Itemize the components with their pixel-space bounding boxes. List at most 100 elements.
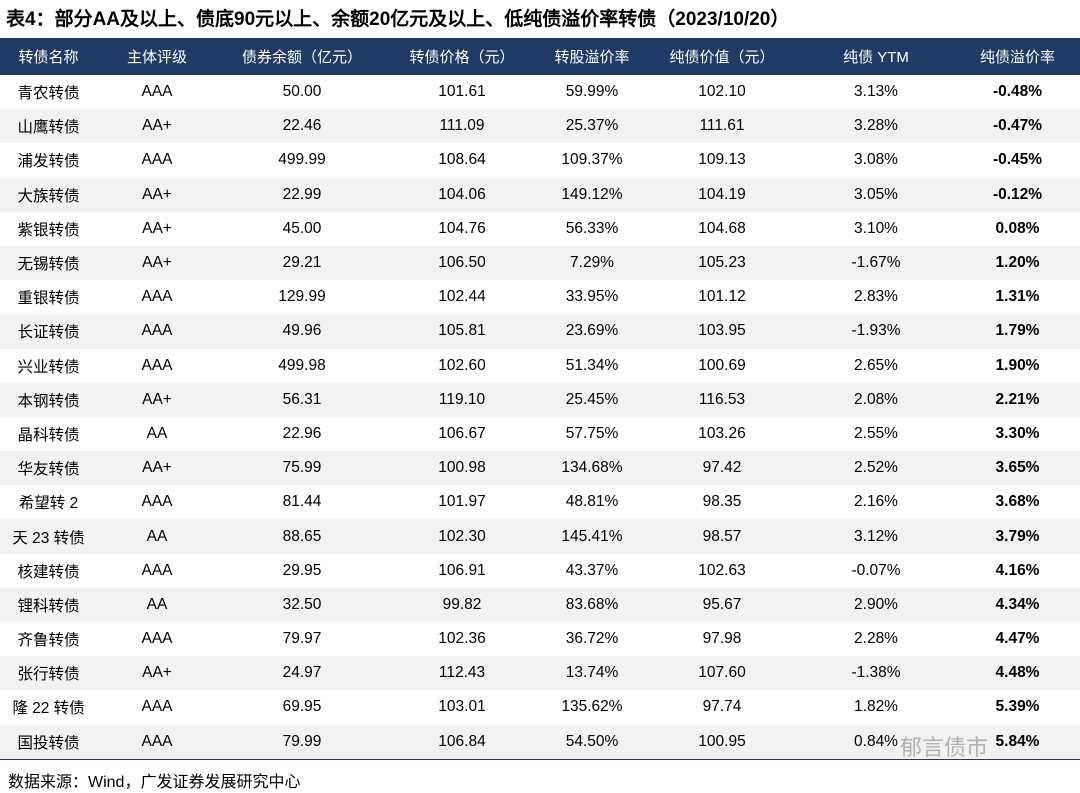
table-cell: 32.50	[217, 587, 387, 622]
table-cell: 3.12%	[797, 519, 955, 554]
table-cell: 22.46	[217, 109, 387, 144]
table-cell: 1.82%	[854, 698, 898, 716]
table-cell: 109.13	[698, 151, 746, 169]
table-cell: 102.60	[438, 356, 486, 374]
table-cell: 2.52%	[797, 451, 955, 486]
table-row: 青农转债 AAA 50.00 101.61 59.99% 102.10 3.13% -0.48…	[0, 75, 1080, 109]
table-row: 长证转债 AAA 49.96 105.81 23.69% 103.95 -1.93% 1.79…	[0, 314, 1080, 349]
table-cell: 4.48%	[955, 656, 1080, 691]
table-cell: 2.16%	[854, 493, 898, 511]
table-cell: 135.62%	[561, 698, 623, 716]
table-cell: 57.75%	[565, 424, 619, 442]
table-cell: AA	[97, 587, 217, 622]
table-cell: 134.68%	[537, 451, 647, 486]
table-cell: 106.91	[438, 561, 486, 579]
table-cell: AAA	[141, 561, 173, 579]
table-cell: AA+	[97, 177, 217, 212]
table-cell: 5.84%	[955, 724, 1080, 760]
table-cell: 3.65%	[955, 451, 1080, 486]
table-cell: 145.41%	[537, 519, 647, 554]
table-cell: 3.05%	[797, 177, 955, 212]
table-row: 晶科转债 AA 22.96 106.67 57.75% 103.26 2.55% 3.30%	[0, 417, 1080, 451]
table-cell: 106.50	[387, 245, 537, 281]
table-cell: 0.08%	[995, 219, 1040, 237]
table-cell: 长证转债	[0, 314, 97, 349]
table-cell: AAA	[141, 83, 173, 101]
table-cell: 24.97	[217, 656, 387, 691]
table-cell: AA	[97, 519, 217, 554]
table-cell: 青农转债	[17, 85, 80, 103]
table-cell: 核建转债	[17, 563, 80, 581]
table-cell: AAA	[141, 630, 173, 648]
table-cell: 79.99	[217, 724, 387, 760]
table-row: 核建转债 AAA 29.95 106.91 43.37% 102.63 -0.07% 4.16…	[0, 554, 1080, 588]
table-row: 紫银转债 AA+ 45.00 104.76 56.33% 104.68 3.10% 0.08%	[0, 212, 1080, 246]
table-cell: 1.31%	[995, 288, 1040, 306]
table-cell: 22.99	[217, 177, 387, 212]
table-cell: 2.08%	[797, 382, 955, 417]
table-cell: 111.61	[647, 109, 797, 144]
table-cell: AA+	[142, 219, 172, 237]
table-cell: 3.10%	[854, 219, 898, 237]
table-cell: 29.95	[282, 561, 322, 579]
table-cell: 102.10	[698, 83, 746, 101]
table-cell: AAA	[97, 724, 217, 760]
table-cell: 88.65	[217, 519, 387, 554]
table-title: 表4：部分AA及以上、债底90元以上、余额20亿元及以上、低纯债溢价率转债（20…	[6, 9, 790, 30]
table-cell: 103.95	[647, 314, 797, 349]
table-cell: 499.99	[278, 151, 326, 169]
table-cell: 111.09	[387, 109, 537, 144]
table-cell: 105.81	[387, 314, 537, 349]
table-cell: 112.43	[387, 656, 537, 691]
table-cell: 48.81%	[565, 493, 619, 511]
table-cell: 3.30%	[995, 424, 1040, 442]
table-body: 青农转债 AAA 50.00 101.61 59.99% 102.10 3.13% -0.48…	[0, 75, 1080, 760]
table-cell: 116.53	[647, 382, 797, 417]
table-cell: 3.28%	[797, 109, 955, 144]
table-cell: AA+	[97, 656, 217, 691]
table-cell: 华友转债	[0, 451, 97, 486]
column-header: 纯债 YTM	[797, 38, 955, 75]
table-cell: AA+	[97, 382, 217, 417]
watermark: 郁言债市	[900, 735, 989, 760]
table-cell: 101.97	[438, 493, 486, 511]
table-cell: AAA	[141, 151, 173, 169]
table-cell: 4.47%	[995, 630, 1040, 648]
table-row: 张行转债 AA+ 24.97 112.43 13.74% 107.60 -1.38% 4.48…	[0, 656, 1080, 691]
table-cell: 国投转债	[0, 724, 97, 760]
table-cell: 隆 22 转债	[12, 700, 85, 718]
table-cell: 张行转债	[0, 656, 97, 691]
table-cell: 75.99	[217, 451, 387, 486]
table-cell: 104.06	[387, 177, 537, 212]
column-header: 纯债溢价率	[955, 38, 1080, 75]
table-cell: 7.29%	[537, 245, 647, 281]
table-cell: 2.21%	[955, 382, 1080, 417]
table-cell: AAA	[141, 356, 173, 374]
table-cell: AA+	[97, 245, 217, 281]
table-row: 本钢转债 AA+ 56.31 119.10 25.45% 116.53 2.08% 2.21%	[0, 382, 1080, 417]
table-row: 国投转债 AAA 79.99 106.84 54.50% 100.95 0.84% 5.84%	[0, 724, 1080, 760]
table-cell: 1.90%	[995, 356, 1040, 374]
table-cell: 100.98	[387, 451, 537, 486]
table-cell: 大族转债	[0, 177, 97, 212]
table-row: 华友转债 AA+ 75.99 100.98 134.68% 97.42 2.52% 3.65%	[0, 451, 1080, 486]
table-row: 兴业转债 AAA 499.98 102.60 51.34% 100.69 2.65% 1.90…	[0, 349, 1080, 383]
table-cell: 149.12%	[537, 177, 647, 212]
table-cell: 2.55%	[854, 424, 898, 442]
table-cell: 本钢转债	[0, 382, 97, 417]
table-cell: -0.12%	[955, 177, 1080, 212]
table-cell: -1.67%	[797, 245, 955, 281]
table-cell: 浦发转债	[17, 153, 80, 171]
table-cell: -1.93%	[797, 314, 955, 349]
table-cell: 102.44	[438, 288, 486, 306]
table-row: 无锡转债 AA+ 29.21 106.50 7.29% 105.23 -1.67% 1.20%	[0, 245, 1080, 281]
table-cell: 13.74%	[537, 656, 647, 691]
table-cell: 107.60	[647, 656, 797, 691]
table-cell: 43.37%	[565, 561, 619, 579]
table-cell: 98.35	[702, 493, 742, 511]
table-cell: 106.84	[387, 724, 537, 760]
table-cell: AAA	[141, 698, 173, 716]
table-cell: AAA	[141, 493, 173, 511]
column-header: 转债价格（元）	[387, 38, 537, 75]
